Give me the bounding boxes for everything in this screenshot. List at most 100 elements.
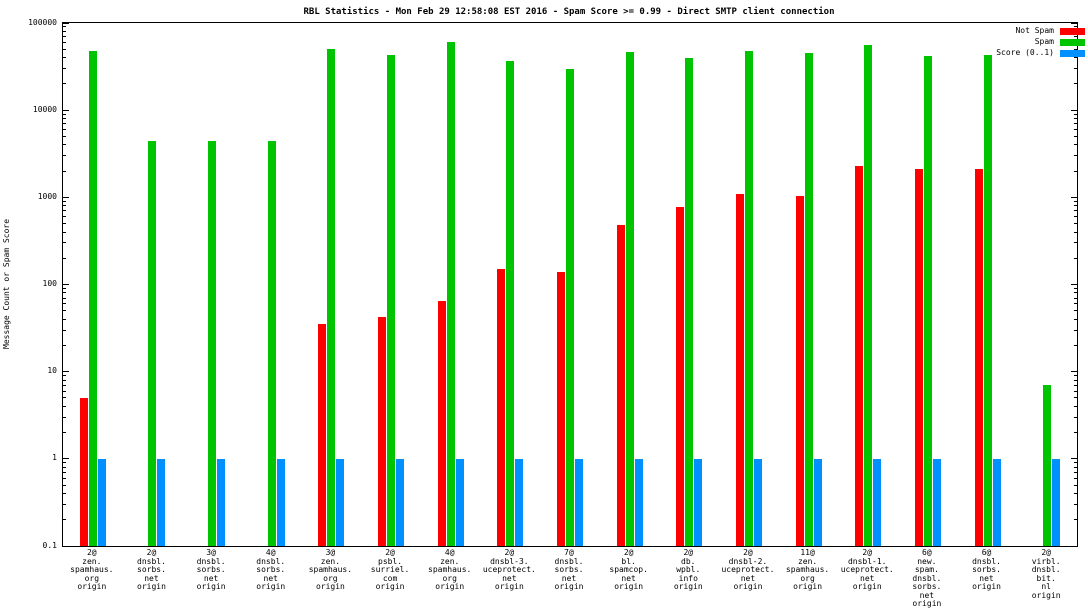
y-minor-tick [1074, 379, 1077, 381]
y-minor-tick [1074, 257, 1077, 259]
bar-spam [148, 141, 157, 546]
bar-not-spam [79, 397, 88, 546]
bar-spam [208, 141, 217, 546]
y-tick [63, 284, 69, 285]
y-minor-tick [63, 379, 66, 381]
y-tick [63, 371, 69, 373]
legend-item-score: Score (0..1) [996, 48, 1085, 58]
y-minor-tick [63, 231, 66, 233]
y-minor-tick [1074, 466, 1077, 468]
bar-score-0-1- [873, 458, 882, 546]
y-minor-tick [1074, 155, 1077, 157]
y-tick-label: 1000 [37, 191, 57, 201]
y-minor-tick [1074, 210, 1077, 212]
bar-spam [625, 52, 634, 546]
y-tick [1071, 545, 1077, 547]
bar-score-0-1- [336, 458, 345, 546]
bar-not-spam [616, 225, 625, 546]
y-minor-tick [63, 36, 66, 37]
bar-spam [1043, 385, 1052, 546]
y-minor-tick [1074, 170, 1077, 172]
y-minor-tick [63, 287, 66, 289]
y-minor-tick [1074, 484, 1077, 486]
y-tick [1071, 109, 1077, 111]
plot-area [62, 22, 1078, 547]
bar-score-0-1- [634, 458, 643, 546]
x-tick-label: 3@ zen. spamhaus. org origin [308, 548, 353, 591]
bar-spam [864, 44, 873, 546]
bar-not-spam [318, 324, 327, 546]
bar-not-spam [557, 271, 565, 546]
bar-score-0-1- [97, 458, 106, 546]
x-tick-label: 7@ dnsbl. sorbs. net origin [554, 548, 584, 591]
y-minor-tick [1074, 310, 1077, 312]
y-tick [63, 545, 69, 547]
x-tick-label: 2@ dnsbl-3. uceprotect. net origin [482, 548, 536, 591]
bar-not-spam [855, 165, 864, 546]
bar-score-0-1- [932, 458, 941, 546]
y-minor-tick [63, 493, 66, 495]
y-minor-tick [1074, 200, 1077, 202]
legend-swatch-spam [1060, 38, 1085, 46]
y-tick [1071, 22, 1077, 24]
x-tick-label: 3@ dnsbl. sorbs. net origin [196, 548, 226, 591]
y-minor-tick [1074, 36, 1077, 37]
bar-score-0-1- [515, 458, 524, 546]
y-minor-tick [1074, 390, 1077, 392]
y-minor-tick [63, 297, 66, 299]
bar-score-0-1- [575, 458, 583, 546]
y-minor-tick [63, 242, 66, 244]
y-minor-tick [1074, 503, 1077, 505]
y-minor-tick [1074, 135, 1077, 137]
bar-not-spam [437, 300, 446, 546]
y-minor-tick [63, 144, 66, 146]
y-minor-tick [63, 303, 66, 305]
y-minor-tick [63, 118, 66, 120]
x-tick-label: 6@ new. spam. dnsbl. sorbs. net origin [912, 548, 942, 608]
y-minor-tick [63, 257, 66, 259]
y-minor-tick [63, 466, 66, 468]
x-tick-label: 2@ psbl. surriel. com origin [370, 548, 410, 591]
y-minor-tick [1074, 231, 1077, 233]
y-tick [63, 196, 69, 198]
y-minor-tick [63, 329, 66, 331]
y-minor-tick [63, 292, 66, 294]
y-tick-label: 1 [52, 453, 57, 463]
y-minor-tick [63, 57, 66, 59]
y-minor-tick [1074, 68, 1077, 70]
y-minor-tick [63, 205, 66, 207]
bar-not-spam [378, 317, 387, 546]
bar-score-0-1- [157, 458, 166, 546]
y-minor-tick [63, 432, 66, 434]
bar-spam [387, 54, 396, 546]
y-minor-tick [63, 41, 66, 43]
y-minor-tick [63, 48, 66, 50]
y-minor-tick [63, 519, 66, 521]
y-minor-tick [63, 223, 66, 225]
y-minor-tick [63, 405, 66, 407]
bar-score-0-1- [396, 458, 405, 546]
y-minor-tick [63, 344, 66, 346]
x-tick-label: 6@ dnsbl. sorbs. net origin [972, 548, 1001, 591]
y-minor-tick [63, 416, 66, 418]
x-tick-label: 2@ dnsbl-2. uceprotect. net origin [721, 548, 775, 591]
x-tick-label: 4@ zen. spamhaus. org origin [428, 548, 472, 591]
bar-score-0-1- [276, 458, 285, 546]
y-minor-tick [63, 68, 66, 70]
bar-spam [446, 42, 455, 546]
y-minor-tick [1074, 462, 1077, 464]
y-tick-label: 100000 [28, 17, 57, 27]
y-minor-tick [1074, 123, 1077, 125]
y-tick-label: 0.1 [42, 540, 57, 550]
y-minor-tick [63, 216, 66, 218]
bar-not-spam [735, 193, 744, 546]
legend-swatch-not-spam [1060, 27, 1085, 35]
y-tick [1071, 458, 1077, 460]
legend-label-spam: Spam [1034, 37, 1054, 46]
y-tick [63, 458, 69, 460]
y-minor-tick [63, 384, 66, 386]
y-tick-label: 10 [47, 366, 57, 376]
y-minor-tick [63, 113, 66, 115]
y-minor-tick [1074, 432, 1077, 434]
y-minor-tick [63, 123, 66, 125]
